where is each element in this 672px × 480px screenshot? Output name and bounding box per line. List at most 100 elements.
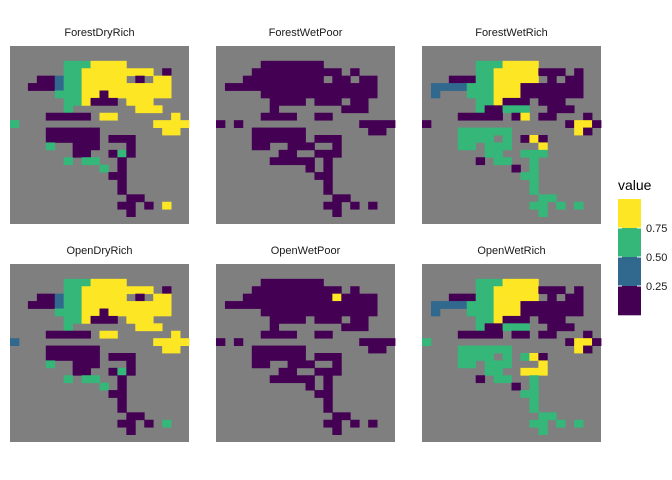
heatmap-cell <box>323 201 333 210</box>
heatmap-cell <box>296 142 306 151</box>
heatmap-cell <box>323 375 333 384</box>
heatmap-cell <box>260 135 271 143</box>
heatmap-cell <box>341 308 351 317</box>
heatmap-cell <box>287 308 297 317</box>
heatmap-cell <box>287 301 297 309</box>
heatmap-cell <box>287 278 297 287</box>
heatmap-cell <box>126 149 136 158</box>
heatmap-cell <box>260 330 271 339</box>
heatmap-cell <box>251 75 262 84</box>
heatmap-cell <box>466 75 477 84</box>
heatmap-cell <box>305 308 315 317</box>
heatmap-cell <box>162 75 172 84</box>
heatmap-cell <box>180 120 190 128</box>
heatmap-cell <box>135 293 145 302</box>
heatmap-cell <box>269 293 280 302</box>
heatmap-cell <box>72 367 82 376</box>
heatmap-cell <box>359 75 369 84</box>
heatmap-cell <box>529 390 539 398</box>
heatmap-cell <box>108 330 118 339</box>
heatmap-cell <box>90 157 100 166</box>
heatmap-cell <box>117 278 127 287</box>
heatmap-cell <box>466 83 477 91</box>
heatmap-cell <box>529 301 539 309</box>
heatmap-cell <box>99 164 109 173</box>
heatmap-cell <box>27 301 38 309</box>
heatmap-cell <box>296 75 306 84</box>
heatmap-cell <box>45 127 56 136</box>
heatmap-cell <box>475 97 486 106</box>
heatmap-cell <box>251 83 262 91</box>
heatmap-cell <box>90 75 100 84</box>
heatmap-cell <box>287 112 297 121</box>
heatmap-cell <box>296 353 306 361</box>
heatmap-cell <box>296 97 306 106</box>
heatmap-cell <box>126 194 136 203</box>
heatmap-cell <box>269 90 280 99</box>
heatmap-cell <box>520 308 530 317</box>
heatmap-cell <box>72 97 82 106</box>
heatmap-cell <box>502 157 512 166</box>
facet-panel: OpenDryRich <box>10 245 190 442</box>
heatmap-cell <box>90 353 100 361</box>
heatmap-cell <box>359 83 369 91</box>
legend: value 0.25 0.50 0.75 <box>618 177 667 316</box>
heatmap-cell <box>144 315 154 324</box>
heatmap-cell <box>117 164 127 173</box>
heatmap-cell <box>574 201 584 210</box>
heatmap-cell <box>144 419 154 428</box>
heatmap-cell <box>45 112 56 121</box>
heatmap-cell <box>368 419 378 428</box>
heatmap-cell <box>117 90 127 99</box>
heatmap-cell <box>81 97 91 106</box>
heatmap-cell <box>72 142 82 151</box>
heatmap-cell <box>63 330 74 339</box>
heatmap-cell <box>538 330 548 339</box>
heatmap-cell <box>81 149 91 158</box>
heatmap-cell <box>144 286 154 295</box>
heatmap-cell <box>332 360 342 369</box>
heatmap-cell <box>493 105 503 114</box>
heatmap-cell <box>99 112 109 121</box>
heatmap-cell <box>242 293 253 302</box>
facet-panel: ForestWetPoor <box>216 27 396 224</box>
heatmap-cell <box>153 301 163 309</box>
heatmap-cell <box>260 127 271 136</box>
heatmap-cell <box>171 330 181 339</box>
heatmap-cell <box>484 278 494 287</box>
heatmap-cell <box>72 301 82 309</box>
heatmap-cell <box>108 315 118 324</box>
heatmap-cell <box>502 345 512 354</box>
heatmap-cell <box>529 278 539 287</box>
heatmap-cell <box>72 112 82 121</box>
heatmap-cell <box>251 345 262 354</box>
heatmap-cell <box>260 278 271 287</box>
heatmap-cell <box>350 97 360 106</box>
heatmap-cell <box>529 157 539 166</box>
heatmap-cell <box>269 68 280 77</box>
heatmap-cell <box>475 278 486 287</box>
heatmap-cell <box>287 345 297 354</box>
heatmap-cell <box>538 97 548 106</box>
heatmap-cell <box>520 367 530 376</box>
heatmap-cell <box>314 353 324 361</box>
heatmap-cell <box>547 293 557 302</box>
heatmap-cell <box>90 286 100 295</box>
heatmap-cell <box>493 301 503 309</box>
heatmap-cell <box>108 83 118 91</box>
heatmap-cell <box>251 68 262 77</box>
heatmap-cell <box>574 68 584 77</box>
heatmap-cell <box>54 301 65 309</box>
heatmap-cell <box>332 308 342 317</box>
heatmap-cell <box>493 127 503 136</box>
heatmap-cell <box>251 142 262 151</box>
heatmap-cell <box>359 308 369 317</box>
heatmap-cell <box>117 83 127 91</box>
heatmap-cell <box>538 419 548 428</box>
heatmap-cell <box>332 75 342 84</box>
heatmap-cell <box>126 412 136 421</box>
heatmap-cell <box>162 83 172 91</box>
heatmap-cell <box>332 97 342 106</box>
heatmap-cell <box>511 60 521 69</box>
heatmap-cell <box>565 83 575 91</box>
